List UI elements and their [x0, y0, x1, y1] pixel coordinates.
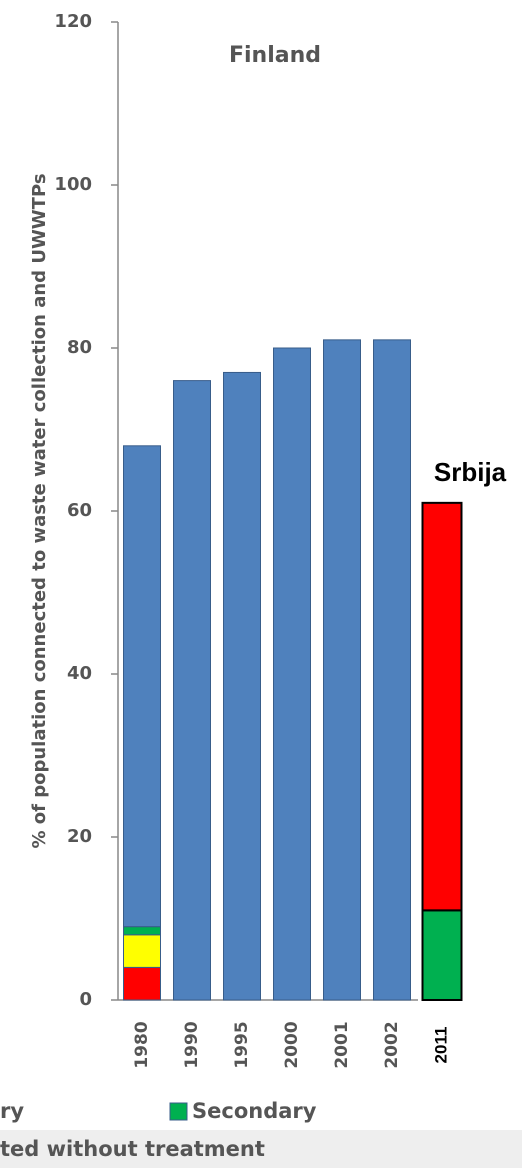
y-tick-label: 20 [67, 826, 92, 847]
bar-segment [273, 347, 311, 1001]
bar-segment [323, 339, 361, 1001]
bar-segment [123, 445, 161, 928]
bar-segment [173, 380, 211, 1001]
chart-title: Finland [229, 43, 321, 68]
y-tick-label: 40 [67, 663, 92, 684]
legend-label: Secondary [192, 1099, 317, 1123]
x-tick-label: 2000 [282, 1021, 302, 1068]
legend-label: ted without treatment [0, 1137, 265, 1161]
x-tick-label: 1990 [182, 1021, 202, 1068]
bar-segment [421, 501, 463, 912]
bar-segment [223, 371, 261, 1001]
annotation: Srbija [434, 457, 507, 487]
bar-segment [421, 909, 463, 1001]
bar-segment [123, 926, 161, 936]
y-tick-label: 60 [67, 500, 92, 521]
bar-segment [123, 966, 161, 1001]
bar-segment [123, 934, 161, 968]
x-tick-label: 1995 [232, 1021, 252, 1068]
bar-segment [373, 339, 411, 1001]
y-tick-label: 0 [79, 989, 92, 1010]
y-tick-label: 100 [54, 174, 92, 195]
legend-label: ry [0, 1099, 24, 1123]
legend-strip [0, 1130, 522, 1168]
x-tick-label: 1980 [132, 1021, 152, 1068]
x-tick-label: 2002 [382, 1021, 402, 1068]
y-axis-title: % of population connected to waste water… [29, 173, 50, 848]
x-tick-label: 2011 [431, 1027, 450, 1064]
x-tick-label: 2001 [332, 1021, 352, 1068]
legend-swatch [169, 1102, 188, 1121]
y-tick-label: 120 [54, 11, 92, 32]
y-tick-label: 80 [67, 337, 92, 358]
